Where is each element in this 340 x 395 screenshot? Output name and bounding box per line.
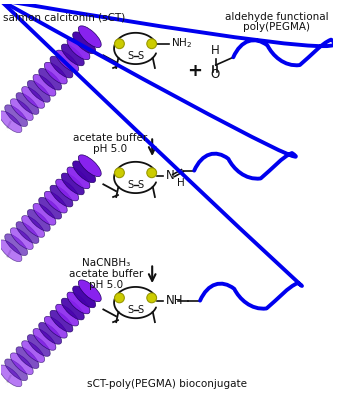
Ellipse shape xyxy=(16,222,39,243)
Ellipse shape xyxy=(147,168,157,178)
Ellipse shape xyxy=(5,234,28,256)
Ellipse shape xyxy=(27,209,50,231)
Ellipse shape xyxy=(61,298,84,320)
Text: N: N xyxy=(166,169,175,182)
Text: O: O xyxy=(210,68,219,81)
Ellipse shape xyxy=(67,38,90,60)
Text: NH: NH xyxy=(166,294,183,307)
Ellipse shape xyxy=(33,203,56,225)
Ellipse shape xyxy=(50,56,73,78)
Ellipse shape xyxy=(115,293,124,303)
Ellipse shape xyxy=(56,179,79,201)
Ellipse shape xyxy=(61,44,84,66)
Ellipse shape xyxy=(50,310,73,332)
Ellipse shape xyxy=(56,304,79,326)
Ellipse shape xyxy=(61,173,84,195)
Ellipse shape xyxy=(73,32,96,54)
Ellipse shape xyxy=(115,168,124,178)
Text: poly(PEGMA): poly(PEGMA) xyxy=(243,22,310,32)
Ellipse shape xyxy=(44,316,67,338)
Ellipse shape xyxy=(33,74,56,96)
Text: +: + xyxy=(187,62,202,80)
Text: S: S xyxy=(137,180,143,190)
Ellipse shape xyxy=(10,353,33,374)
Ellipse shape xyxy=(16,347,39,369)
Text: NH$_2$: NH$_2$ xyxy=(171,37,192,51)
Ellipse shape xyxy=(39,322,62,344)
Ellipse shape xyxy=(22,87,45,108)
Ellipse shape xyxy=(78,155,101,177)
Ellipse shape xyxy=(73,286,96,308)
Ellipse shape xyxy=(39,198,62,219)
Ellipse shape xyxy=(10,228,33,250)
Ellipse shape xyxy=(73,161,96,182)
Text: pH 5.0: pH 5.0 xyxy=(89,280,123,290)
Ellipse shape xyxy=(33,329,56,350)
Ellipse shape xyxy=(67,292,90,314)
Text: pH 5.0: pH 5.0 xyxy=(93,144,127,154)
Ellipse shape xyxy=(56,50,79,72)
Ellipse shape xyxy=(0,240,22,261)
Ellipse shape xyxy=(115,39,124,49)
Ellipse shape xyxy=(27,81,50,102)
Ellipse shape xyxy=(78,26,101,47)
Text: acetate buffer: acetate buffer xyxy=(73,133,147,143)
Text: S: S xyxy=(137,51,143,61)
Text: S: S xyxy=(128,180,134,190)
Ellipse shape xyxy=(16,93,39,115)
Text: sCT-poly(PEGMA) bioconjugate: sCT-poly(PEGMA) bioconjugate xyxy=(87,378,247,389)
Ellipse shape xyxy=(27,335,50,356)
Ellipse shape xyxy=(0,111,22,133)
Ellipse shape xyxy=(22,216,45,237)
Text: salmon calcitonin (sCT): salmon calcitonin (sCT) xyxy=(3,12,125,22)
Ellipse shape xyxy=(0,365,22,387)
Text: H: H xyxy=(211,44,220,57)
Ellipse shape xyxy=(5,359,28,381)
Ellipse shape xyxy=(22,341,45,363)
Text: S: S xyxy=(128,305,134,315)
Ellipse shape xyxy=(5,105,28,126)
Ellipse shape xyxy=(50,185,73,207)
Text: aldehyde functional: aldehyde functional xyxy=(224,12,328,22)
Ellipse shape xyxy=(39,68,62,90)
Text: H: H xyxy=(177,179,184,188)
Text: S: S xyxy=(128,51,134,61)
Ellipse shape xyxy=(78,280,101,302)
Ellipse shape xyxy=(10,99,33,120)
Text: NaCNBH₃: NaCNBH₃ xyxy=(82,258,130,269)
Ellipse shape xyxy=(44,191,67,213)
Text: acetate buffer: acetate buffer xyxy=(69,269,143,279)
Ellipse shape xyxy=(147,293,157,303)
Ellipse shape xyxy=(44,62,67,84)
Ellipse shape xyxy=(67,167,90,189)
Ellipse shape xyxy=(147,39,157,49)
Text: S: S xyxy=(137,305,143,315)
